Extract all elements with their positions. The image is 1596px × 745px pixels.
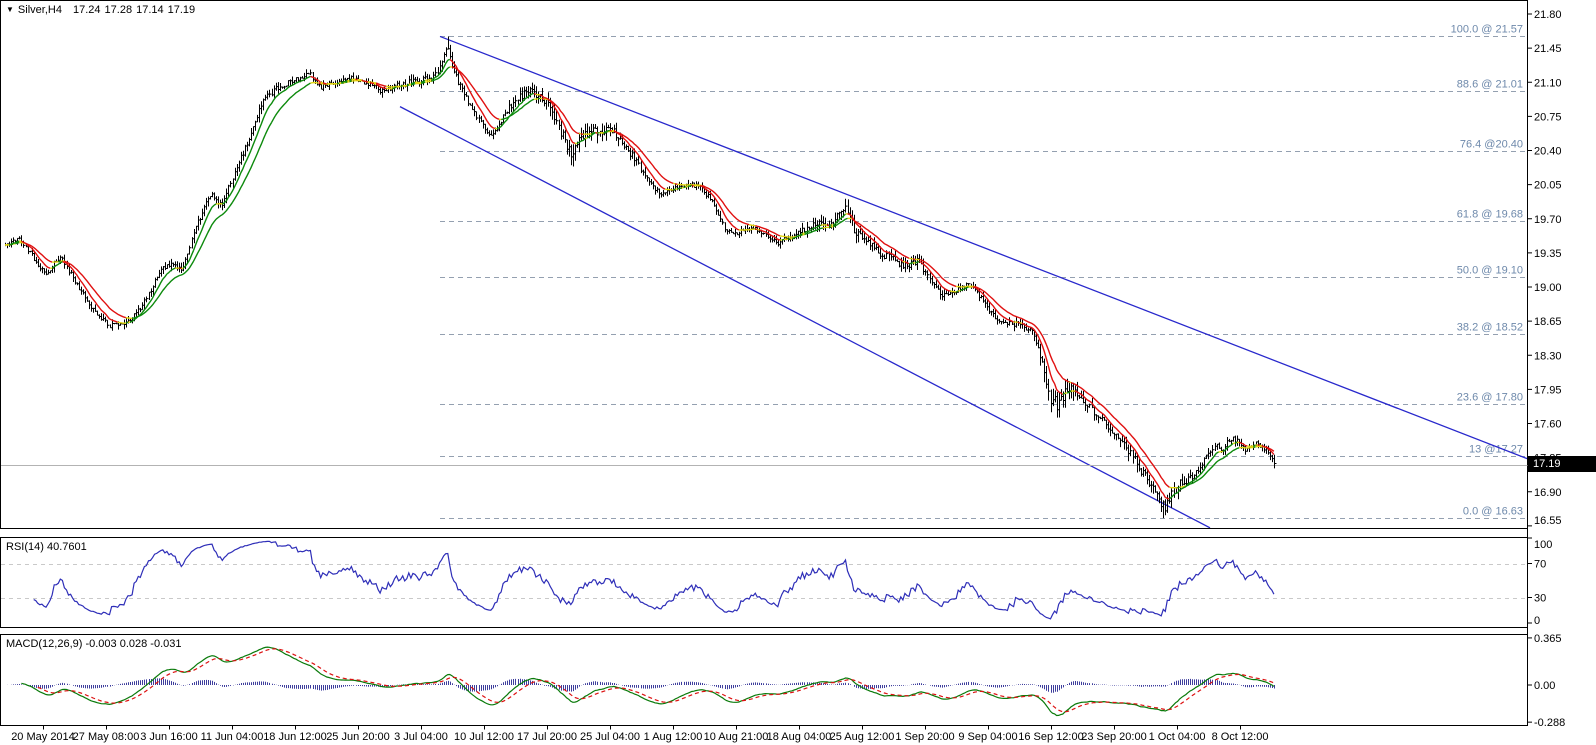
channel-lower-line — [399, 106, 1211, 528]
time-axis-label: 11 Jun 04:00 — [201, 731, 264, 743]
price-axis-label: 16.55 — [1534, 515, 1562, 527]
quote-high: 17.28 — [104, 4, 133, 16]
fib-level-label: 61.8 @ 19.68 — [1457, 209, 1523, 221]
price-axis-label: 20.40 — [1534, 146, 1562, 158]
rsi-line — [33, 540, 1275, 620]
channel-upper-line — [439, 35, 1527, 460]
fib-level-label: 50.0 @ 19.10 — [1457, 265, 1523, 277]
time-axis-label: 1 Oct 04:00 — [1149, 731, 1206, 743]
current-price-badge: 17.19 — [1528, 456, 1596, 472]
main-panel-frame — [0, 0, 1528, 529]
symbol-header: ▼ Silver,H4 17.24 17.28 17.14 17.19 — [6, 3, 195, 17]
macd-indicator-label: MACD(12,26,9) -0.003 0.028 -0.031 — [6, 638, 182, 650]
macd-panel-frame — [0, 634, 1528, 726]
price-axis-label: 20.05 — [1534, 180, 1562, 192]
time-axis-label: 3 Jun 16:00 — [140, 731, 198, 743]
rsi-axis-label: 70 — [1534, 559, 1546, 571]
price-axis-label: 17.95 — [1534, 384, 1562, 396]
rsi-panel-frame — [0, 537, 1528, 628]
time-axis-label: 18 Jun 12:00 — [263, 731, 327, 743]
symbol-timeframe-label: Silver,H4 — [17, 4, 62, 16]
price-axis-label: 16.90 — [1534, 487, 1562, 499]
time-axis-label: 25 Aug 12:00 — [830, 731, 895, 743]
macd-signal-line — [37, 648, 1275, 713]
time-axis-label: 18 Aug 04:00 — [767, 731, 832, 743]
fib-level-label: 88.6 @ 21.01 — [1457, 79, 1523, 91]
price-axis-label: 21.80 — [1534, 9, 1562, 21]
rsi-axis-label: 0 — [1534, 615, 1540, 627]
rsi-indicator-label: RSI(14) 40.7601 — [6, 541, 87, 553]
time-axis-label: 23 Sep 20:00 — [1081, 731, 1146, 743]
time-axis-label: 27 May 08:00 — [73, 731, 140, 743]
time-axis-label: 1 Sep 20:00 — [895, 731, 954, 743]
macd-axis-label: 0.00 — [1534, 680, 1555, 692]
price-axis-label: 20.75 — [1534, 111, 1562, 123]
price-axis-label: 19.00 — [1534, 282, 1562, 294]
time-axis-label: 17 Jul 20:00 — [517, 731, 577, 743]
time-axis-label: 25 Jun 20:00 — [326, 731, 390, 743]
macd-axis-label: -0.288 — [1534, 717, 1565, 729]
fib-level-label: 23.6 @ 17.80 — [1457, 392, 1523, 404]
fib-level-label: 0.0 @ 16.63 — [1463, 506, 1523, 518]
ma-fast-up — [8, 58, 1256, 500]
time-axis-label: 10 Aug 21:00 — [704, 731, 769, 743]
time-axis-label: 8 Oct 12:00 — [1212, 731, 1269, 743]
macd-axis-label: 0.365 — [1534, 633, 1562, 645]
fib-level-label: 100.0 @ 21.57 — [1451, 24, 1523, 36]
quote-low: 17.14 — [136, 4, 164, 16]
rsi-axis-label: 30 — [1534, 593, 1546, 605]
time-axis-label: 1 Aug 12:00 — [644, 731, 703, 743]
ma-fast-down — [21, 58, 1275, 500]
time-axis-label: 20 May 2014 — [11, 731, 75, 743]
quote-close: 17.19 — [167, 4, 196, 16]
price-axis-label: 21.45 — [1534, 43, 1562, 55]
fib-level-label: 76.4 @20.40 — [1460, 139, 1523, 151]
time-axis-label: 16 Sep 12:00 — [1018, 731, 1083, 743]
fib-level-label: 38.2 @ 18.52 — [1457, 322, 1523, 334]
time-axis-label: 10 Jul 12:00 — [454, 731, 514, 743]
price-axis-label: 19.35 — [1534, 248, 1562, 260]
price-axis-label: 21.10 — [1534, 77, 1562, 89]
rsi-axis-label: 100 — [1534, 539, 1552, 551]
symbol-dropdown-icon[interactable]: ▼ — [6, 5, 14, 14]
time-axis-label: 3 Jul 04:00 — [394, 731, 448, 743]
price-axis-label: 17.60 — [1534, 419, 1562, 431]
price-axis-label: 18.30 — [1534, 350, 1562, 362]
ma-fast-flat — [4, 78, 1262, 453]
time-axis-label: 25 Jul 04:00 — [580, 731, 640, 743]
price-axis-label: 18.65 — [1534, 316, 1562, 328]
time-axis-label: 9 Sep 04:00 — [958, 731, 1017, 743]
price-axis-label: 19.70 — [1534, 214, 1562, 226]
quote-open: 17.24 — [73, 4, 101, 16]
